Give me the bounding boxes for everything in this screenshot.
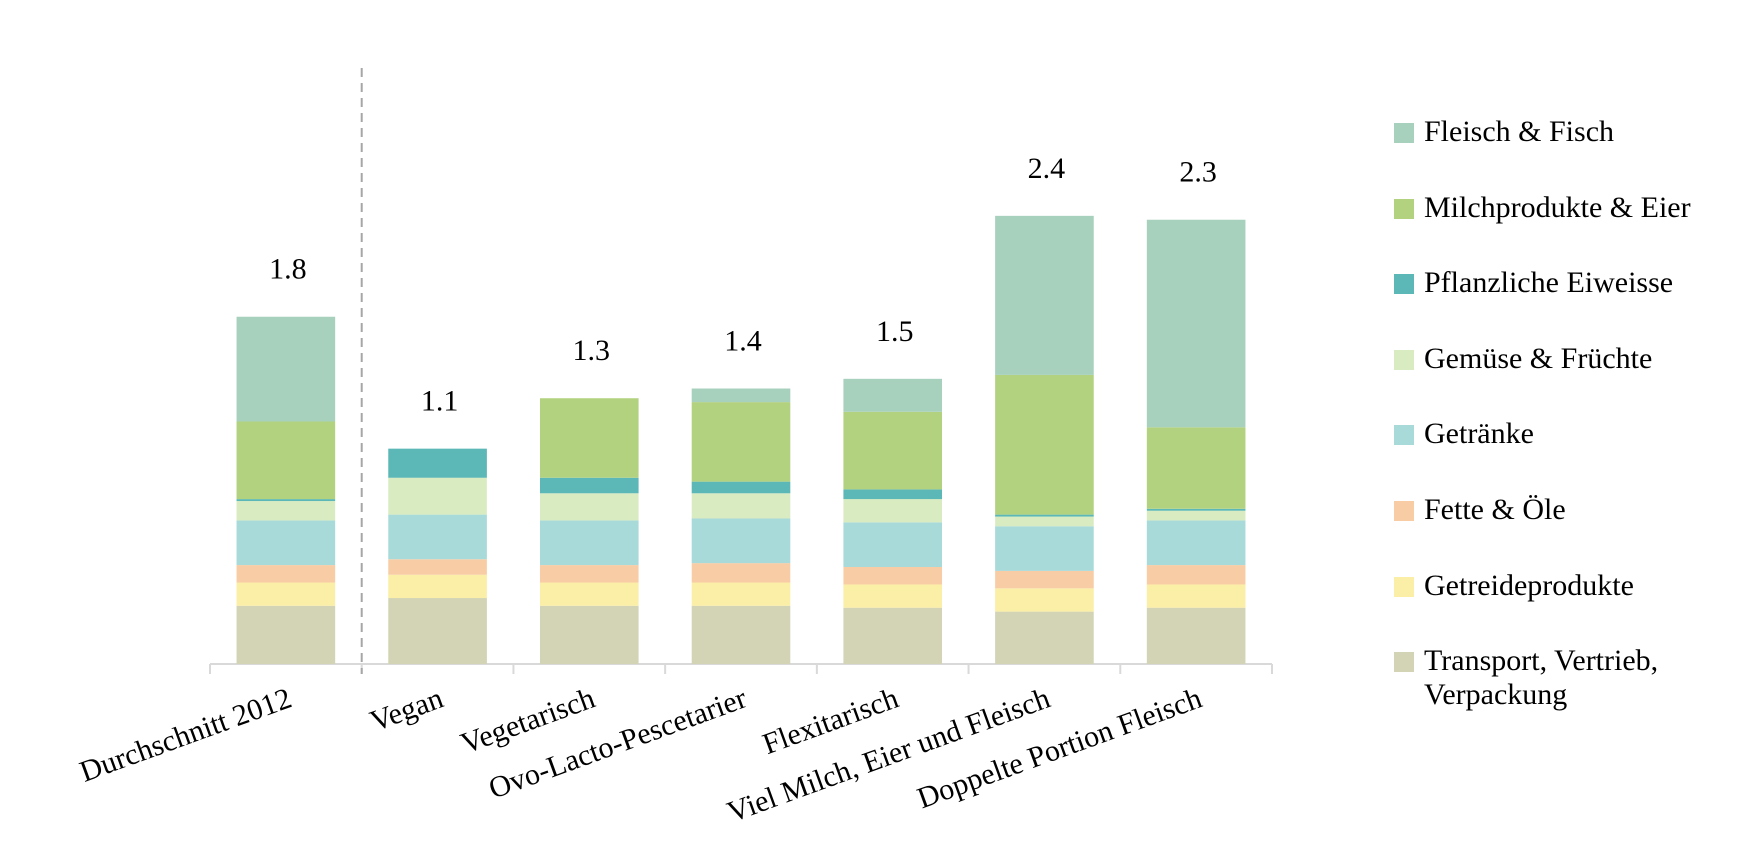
legend-label: Transport, Vertrieb, Verpackung [1424, 644, 1659, 712]
bar-segment [995, 611, 1094, 664]
legend-label: Pflanzliche Eiweisse [1424, 266, 1674, 300]
legend-label: Fette & Öle [1424, 492, 1566, 526]
legend-swatch [1394, 500, 1414, 521]
bar-segment [539, 520, 639, 566]
bar-segment [1146, 607, 1246, 664]
bar-segment [843, 411, 943, 490]
bar-segment [843, 584, 943, 608]
bar-segment [1146, 520, 1246, 566]
bar-segment [388, 477, 487, 515]
bar-segment [691, 493, 791, 519]
bar-segment [995, 374, 1094, 515]
legend-swatch [1394, 349, 1414, 370]
bar-segment [236, 582, 336, 606]
legend-item: Gemüse & Früchte [1394, 342, 1754, 418]
legend: Fleisch & Fisch Milchprodukte & Eier Pflan… [1394, 115, 1754, 720]
total-label: 1.4 [724, 325, 762, 358]
bar-segment [691, 563, 791, 583]
bar-segment [236, 520, 336, 566]
bar-segment [995, 514, 1094, 517]
x-tick-label: Ovo-Lacto-Pescetarier [485, 682, 751, 806]
bar-segment [388, 598, 487, 664]
bar-segment [236, 421, 336, 500]
bar-segment [1146, 565, 1246, 585]
legend-item: Pflanzliche Eiweisse [1394, 266, 1754, 342]
bar-segment [843, 489, 943, 500]
bar-segment [843, 378, 943, 412]
total-label: 1.1 [421, 385, 459, 418]
legend-swatch [1394, 576, 1414, 597]
legend-label: Fleisch & Fisch [1424, 115, 1615, 148]
legend-swatch [1394, 425, 1414, 446]
total-label: 1.8 [269, 253, 307, 286]
legend-label: Gemüse & Früchte [1424, 341, 1653, 375]
bar-segment [995, 570, 1094, 589]
total-label: 1.5 [876, 315, 914, 348]
bar-segment [388, 559, 487, 575]
legend-item: Getreideprodukte [1394, 569, 1754, 645]
bar-segment [1146, 508, 1246, 511]
x-tick-label: Doppelte Portion Fleisch [913, 682, 1206, 816]
bar-segment [1146, 219, 1246, 428]
bar-segment [691, 605, 791, 664]
bar-segment [539, 398, 639, 478]
legend-item: Getränke [1394, 417, 1754, 493]
legend-item: Transport, Vertrieb, Verpackung [1394, 644, 1754, 720]
legend-label: Getränke [1424, 417, 1534, 451]
bar-segment [995, 588, 1094, 612]
bar-segment [843, 607, 943, 664]
bar-segment [843, 567, 943, 585]
bar-segment [995, 516, 1094, 527]
bar-segment [1146, 584, 1246, 608]
x-tick-label: Durchschnitt 2012 [75, 682, 295, 789]
bar-segment [995, 526, 1094, 571]
bar-segment [1146, 510, 1246, 521]
bar-segment [539, 605, 639, 664]
bar-segment [236, 501, 336, 521]
legend-swatch [1394, 198, 1414, 219]
bar-segment [236, 605, 336, 664]
bar-segment [539, 493, 639, 521]
bar-segment [539, 582, 639, 606]
legend-item: Fleisch & Fisch [1394, 115, 1754, 191]
total-label: 2.4 [1028, 152, 1066, 185]
bar-segment [236, 316, 336, 422]
bar-segment [995, 215, 1094, 375]
bar-segment [843, 499, 943, 523]
bar-segment [539, 565, 639, 583]
legend-item: Milchprodukte & Eier [1394, 191, 1754, 267]
bar-segment [691, 388, 791, 403]
bar-segment [691, 518, 791, 564]
legend-swatch [1394, 274, 1414, 295]
bar-segment [388, 514, 487, 560]
bar-segment [388, 448, 487, 478]
bar-segment [236, 499, 336, 502]
legend-label: Getreideprodukte [1424, 568, 1634, 602]
legend-swatch [1394, 652, 1414, 673]
bar-segment [691, 481, 791, 494]
bar-segment [843, 522, 943, 567]
bar-segment [691, 582, 791, 606]
bar-segment [1146, 427, 1246, 509]
legend-swatch [1394, 123, 1414, 143]
bar-segment [691, 402, 791, 482]
total-label: 2.3 [1179, 156, 1217, 189]
legend-label: Milchprodukte & Eier [1424, 190, 1691, 224]
total-label: 1.3 [573, 334, 611, 367]
legend-item: Fette & Öle [1394, 493, 1754, 569]
x-tick-label: Vegan [366, 682, 448, 739]
bar-segment [236, 565, 336, 583]
bar-segment [388, 574, 487, 599]
bar-segment [539, 477, 639, 494]
